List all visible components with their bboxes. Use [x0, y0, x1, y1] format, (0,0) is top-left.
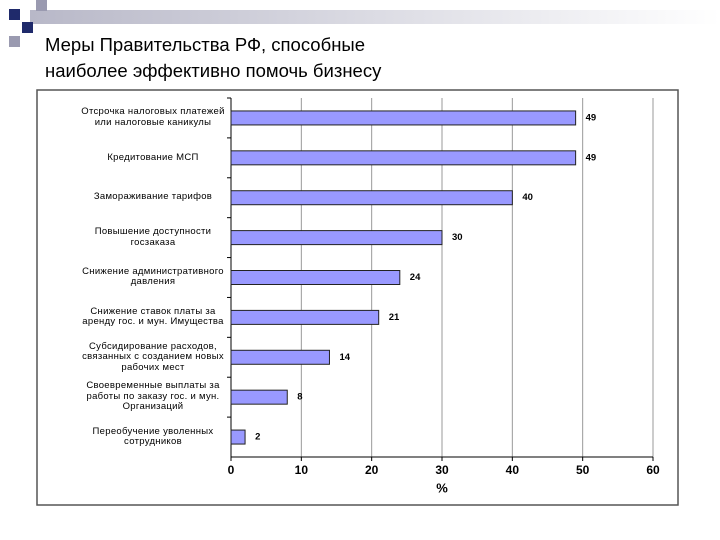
x-axis-label: %	[436, 480, 448, 495]
y-tick-label: Замораживание тарифов	[93, 191, 213, 203]
value-label: 49	[586, 152, 597, 163]
category-box: Своевременные выплаты за работы по заказ…	[86, 380, 220, 413]
value-label: 30	[452, 232, 463, 243]
y-tick-label: Снижение административного давления	[82, 265, 224, 288]
y-tick-label: Отсрочка налоговых платежей или налоговы…	[81, 106, 225, 128]
category-box: Замораживание тарифов	[93, 191, 213, 203]
value-label: 49	[586, 112, 597, 123]
y-tick-label: Своевременные выплаты за работы по заказ…	[86, 380, 220, 413]
x-tick-label: 50	[576, 463, 590, 477]
title-box: Меры Правительства РФ, способные наиболе…	[45, 34, 382, 81]
bar	[230, 190, 513, 206]
value-label: 21	[389, 312, 400, 323]
bar	[230, 270, 401, 285]
bar	[230, 230, 443, 246]
y-tick-label: Повышение доступности госзаказа	[94, 226, 212, 248]
bar	[230, 349, 330, 365]
deco-square	[9, 36, 20, 47]
bar	[230, 150, 577, 166]
bar	[230, 309, 380, 325]
x-tick-label: 0	[228, 463, 235, 477]
y-tick-label: Субсидирование расходов, связанных с соз…	[82, 340, 224, 373]
category-box: Повышение доступности госзаказа	[94, 226, 212, 248]
y-tick-label: Кредитование МСП	[107, 151, 199, 163]
value-label: 8	[297, 392, 302, 403]
x-tick-label: 40	[506, 463, 520, 477]
category-box: Кредитование МСП	[107, 151, 199, 163]
deco-square	[36, 0, 47, 11]
x-tick-label: 30	[435, 463, 449, 477]
x-tick-label: 10	[295, 463, 309, 477]
chart-title: Меры Правительства РФ, способные наиболе…	[45, 34, 382, 81]
x-tick-label: 20	[365, 463, 379, 477]
value-label: 2	[255, 432, 260, 443]
header-band	[30, 10, 720, 24]
deco-square	[9, 9, 20, 20]
category-box: Переобучение уволенных сотрудников	[92, 425, 214, 448]
deco-square	[22, 22, 33, 33]
y-tick-label: Переобучение уволенных сотрудников	[92, 425, 214, 448]
bar	[230, 389, 288, 405]
x-tick-label: 60	[646, 463, 660, 477]
bar	[230, 110, 577, 126]
y-tick-label: Снижение ставок платы за аренду гос. и м…	[82, 305, 224, 328]
value-label: 14	[339, 352, 350, 363]
category-box: Отсрочка налоговых платежей или налоговы…	[81, 106, 225, 128]
bar	[230, 429, 246, 445]
value-label: 24	[410, 272, 421, 283]
category-box: Снижение ставок платы за аренду гос. и м…	[82, 305, 224, 328]
value-label: 40	[522, 192, 533, 203]
category-box: Субсидирование расходов, связанных с соз…	[82, 340, 224, 373]
category-box: Снижение административного давления	[82, 265, 224, 288]
plot: 0 10 20 30 40 50 60 Отсрочка налоговых платежей…	[81, 97, 660, 477]
